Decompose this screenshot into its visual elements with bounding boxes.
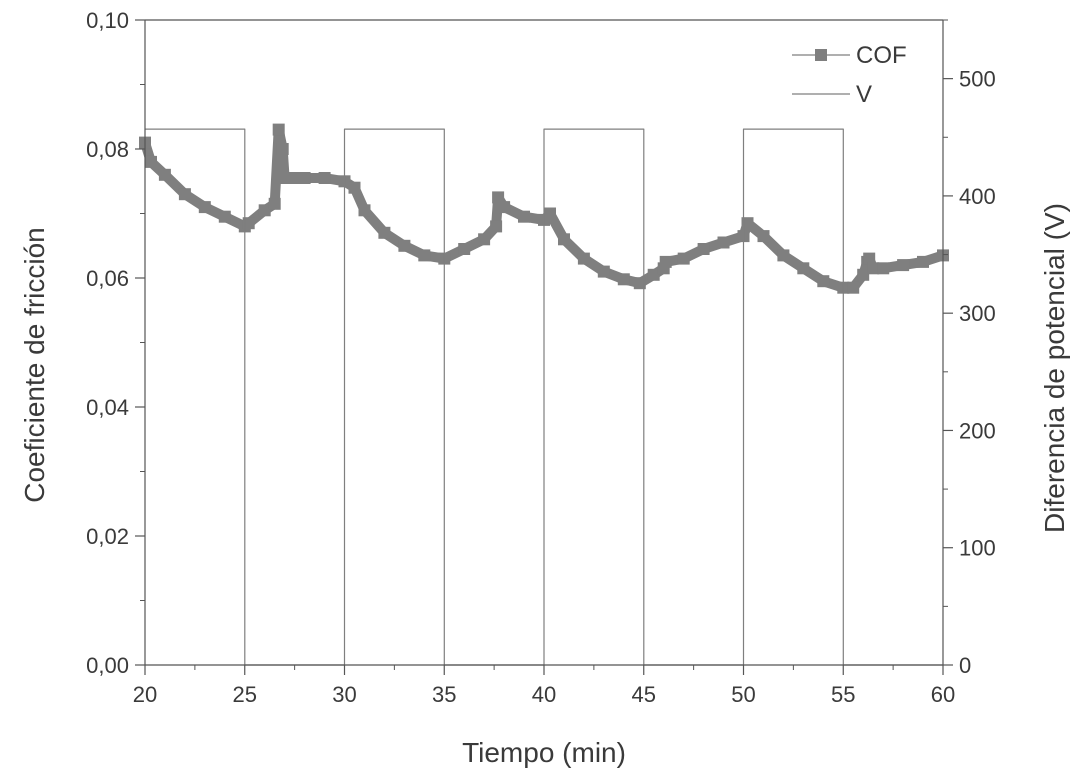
- y-tick-label-right: 400: [959, 184, 996, 209]
- data-point-cof: [741, 217, 754, 230]
- y-tick-label-right: 500: [959, 67, 996, 92]
- y-tick-label-left: 0,06: [86, 266, 129, 291]
- data-point-cof: [298, 172, 311, 184]
- data-point-cof: [897, 259, 910, 272]
- y-axis-title-right: Diferencia de potencial (V): [1039, 203, 1070, 533]
- data-point-cof: [697, 243, 710, 255]
- data-point-cof: [178, 188, 191, 201]
- x-axis-title: Tiempo (min): [462, 737, 626, 768]
- y-tick-label-left: 0,00: [86, 653, 129, 678]
- data-point-cof: [659, 255, 672, 268]
- y-axis-title-left: Coeficiente de fricción: [19, 227, 50, 502]
- x-tick-label: 60: [931, 682, 955, 707]
- series-line-cof: [140, 124, 948, 293]
- data-point-cof: [617, 273, 630, 286]
- x-tick-label: 25: [233, 682, 257, 707]
- y-tick-label-left: 0,10: [86, 8, 129, 33]
- y-tick-label-left: 0,08: [86, 137, 129, 162]
- data-point-cof: [458, 243, 471, 255]
- data-point-cof: [633, 277, 646, 290]
- data-point-cof: [378, 226, 391, 239]
- data-point-cof: [867, 262, 880, 275]
- x-tick-label: 50: [731, 682, 755, 707]
- data-point-cof: [498, 201, 511, 214]
- x-tick-label: 30: [332, 682, 356, 707]
- data-point-cof: [577, 252, 590, 265]
- data-point-cof: [558, 233, 570, 246]
- data-point-cof: [817, 275, 830, 288]
- data-point-cof: [272, 123, 285, 136]
- data-point-cof: [276, 143, 289, 155]
- y-tick-label-left: 0,04: [86, 395, 129, 420]
- y-tick-label-right: 200: [959, 418, 996, 443]
- data-point-cof: [418, 249, 431, 262]
- x-tick-label: 45: [632, 682, 656, 707]
- legend-label-cof: COF: [856, 42, 907, 69]
- x-tick-label: 40: [532, 682, 556, 707]
- data-point-cof: [544, 207, 556, 220]
- data-point-cof: [242, 217, 255, 230]
- x-tick-label: 20: [133, 682, 157, 707]
- data-point-cof: [797, 262, 810, 275]
- data-point-cof: [158, 168, 171, 181]
- data-point-cof: [478, 233, 491, 246]
- data-point-cof: [677, 252, 690, 265]
- data-point-cof: [198, 201, 211, 214]
- data-point-cof: [258, 204, 271, 217]
- data-point-cof: [492, 191, 505, 204]
- axes: 20 25 30 35 40 45 50 55 60 0,00 0,02 0,04 0,06 0,08 0,…: [86, 8, 996, 707]
- data-point-cof: [398, 239, 411, 252]
- y-tick-label-right: 300: [959, 301, 996, 326]
- data-point-cof: [917, 255, 929, 268]
- y-tick-label-right: 0: [959, 653, 971, 678]
- data-point-cof: [288, 172, 301, 184]
- legend-swatch-marker-cof: [815, 49, 827, 61]
- data-point-cof: [647, 268, 660, 281]
- data-point-cof: [857, 268, 870, 281]
- data-point-cof: [518, 210, 530, 223]
- data-point-cof: [268, 197, 281, 210]
- data-point-cof: [877, 262, 890, 275]
- x-tick-label: 55: [831, 682, 855, 707]
- data-point-cof: [757, 230, 770, 243]
- data-point-cof: [597, 265, 610, 278]
- data-point-cof: [218, 210, 231, 223]
- y-tick-label-right: 100: [959, 536, 996, 561]
- legend: COF V: [792, 42, 907, 108]
- data-point-cof: [145, 155, 157, 168]
- data-point-cof: [348, 181, 361, 194]
- y-tick-label-left: 0,02: [86, 524, 129, 549]
- legend-label-v: V: [856, 81, 872, 108]
- data-point-cof: [318, 172, 331, 184]
- data-point-cof: [490, 220, 503, 233]
- data-point-cof: [717, 236, 730, 249]
- x-tick-label: 35: [432, 682, 456, 707]
- data-point-cof: [278, 172, 291, 184]
- data-point-cof: [777, 249, 790, 262]
- plot-area: [139, 123, 949, 666]
- data-point-cof: [358, 204, 371, 217]
- data-point-cof: [847, 281, 860, 294]
- data-point-cof: [863, 252, 876, 265]
